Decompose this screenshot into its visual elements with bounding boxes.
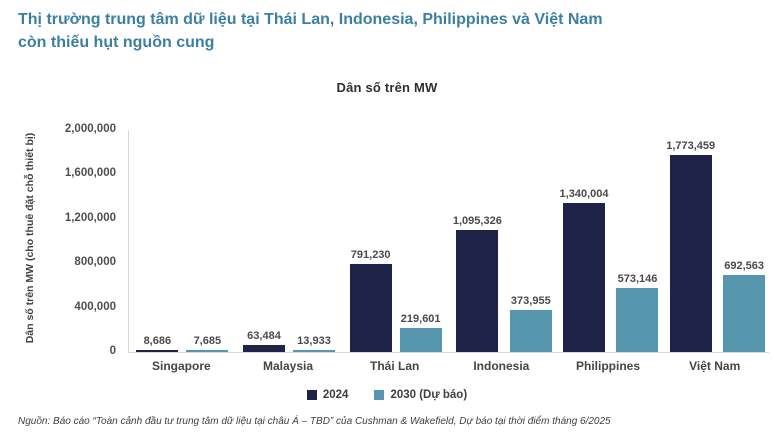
chart-title: Dân số trên MW	[336, 80, 438, 95]
bar-group: 63,484 13,933	[236, 130, 343, 352]
bar-wrap: 7,685	[186, 130, 229, 352]
bar-value-label: 219,601	[400, 313, 441, 325]
page-title-line1: Thị trường trung tâm dữ liệu tại Thái La…	[18, 11, 603, 28]
x-axis-category-label: Philippines	[576, 359, 641, 373]
bar-wrap: 1,095,326	[453, 130, 502, 352]
bar-value-label: 63,484	[247, 330, 281, 342]
legend: 2024 2030 (Dự báo)	[0, 389, 774, 401]
y-axis-tick-label: 1,600,000	[64, 167, 116, 180]
legend-swatch-icon	[306, 390, 317, 400]
bar-wrap: 573,146	[616, 130, 659, 352]
bar-group: 791,230 219,601	[342, 130, 449, 352]
bar-2030-indonesia	[509, 310, 552, 352]
bar-2024-philippines	[563, 203, 606, 352]
bar-2024-malaysia	[243, 345, 285, 352]
bar-wrap: 219,601	[399, 130, 442, 352]
bar-2024-singapore	[136, 350, 179, 352]
plot-area: 8,686 7,685 63,484 13,933 791,230 219,601 1,09…	[128, 130, 769, 353]
page-title: Thị trường trung tâm dữ liệu tại Thái La…	[18, 8, 738, 54]
bar-wrap: 63,484	[243, 130, 285, 352]
bar-wrap: 1,773,459	[666, 130, 715, 352]
bar-2030-thái-lan	[399, 328, 442, 352]
y-axis-tick-label: 1,200,000	[64, 211, 116, 224]
y-axis-tick-label: 0	[109, 345, 116, 357]
bar-group: 1,095,326 373,955	[449, 130, 556, 352]
bar-wrap: 8,686	[136, 130, 179, 352]
y-axis-tick-label: 800,000	[74, 256, 116, 269]
x-axis-category-label: Indonesia	[473, 359, 530, 373]
bar-value-label: 373,955	[510, 295, 551, 307]
legend-item: 2030 (Dự báo)	[374, 389, 467, 401]
bar-wrap: 373,955	[509, 130, 552, 352]
bar-value-label: 692,563	[724, 260, 765, 272]
y-axis-ticks: 0 400,000 800,000 1,200,000 1,600,000 2,000,0…	[8, 123, 116, 357]
bar-value-label: 1,340,004	[559, 188, 609, 200]
bar-group: 1,340,004 573,146	[556, 130, 663, 352]
bar-2030-philippines	[616, 288, 659, 352]
bar-value-label: 13,933	[297, 335, 331, 347]
page-title-line2: còn thiếu hụt nguồn cung	[18, 34, 215, 51]
bar-value-label: 8,686	[143, 335, 172, 347]
bar-wrap: 791,230	[349, 130, 392, 352]
legend-swatch-icon	[374, 390, 385, 400]
legend-label: 2030 (Dự báo)	[390, 389, 468, 401]
x-axis-category-label: Thái Lan	[370, 359, 420, 373]
bar-2030-malaysia	[293, 350, 335, 352]
bar-group: 8,686 7,685	[129, 130, 236, 352]
bar-value-label: 573,146	[617, 273, 658, 285]
bar-2024-indonesia	[456, 230, 499, 352]
bar-wrap: 692,563	[723, 130, 766, 352]
legend-label: 2024	[322, 389, 349, 401]
x-axis-labels: Singapore Malaysia Thái Lan Indonesia Philip…	[128, 359, 768, 373]
bar-wrap: 13,933	[293, 130, 335, 352]
x-axis-category-label: Singapore	[151, 359, 211, 373]
bar-2030-việt-nam	[723, 275, 766, 352]
bar-value-label: 1,773,459	[666, 140, 716, 152]
bar-value-label: 1,095,326	[452, 215, 502, 227]
bar-wrap: 1,340,004	[559, 130, 609, 352]
bar-2024-thái-lan	[349, 264, 392, 352]
legend-item: 2024	[306, 389, 349, 401]
y-axis-tick-label: 2,000,000	[64, 123, 116, 135]
bar-value-label: 7,685	[193, 335, 222, 347]
bar-value-label: 791,230	[350, 249, 391, 261]
y-axis-tick-label: 400,000	[74, 300, 116, 313]
bar-2024-việt-nam	[669, 155, 712, 352]
source-note: Nguồn: Báo cáo “Toàn cảnh đầu tư trung t…	[18, 416, 611, 427]
bar-group: 1,773,459 692,563	[662, 130, 769, 352]
x-axis-category-label: Malaysia	[262, 359, 314, 373]
bar-2030-singapore	[186, 350, 229, 352]
x-axis-category-label: Việt Nam	[689, 359, 741, 373]
